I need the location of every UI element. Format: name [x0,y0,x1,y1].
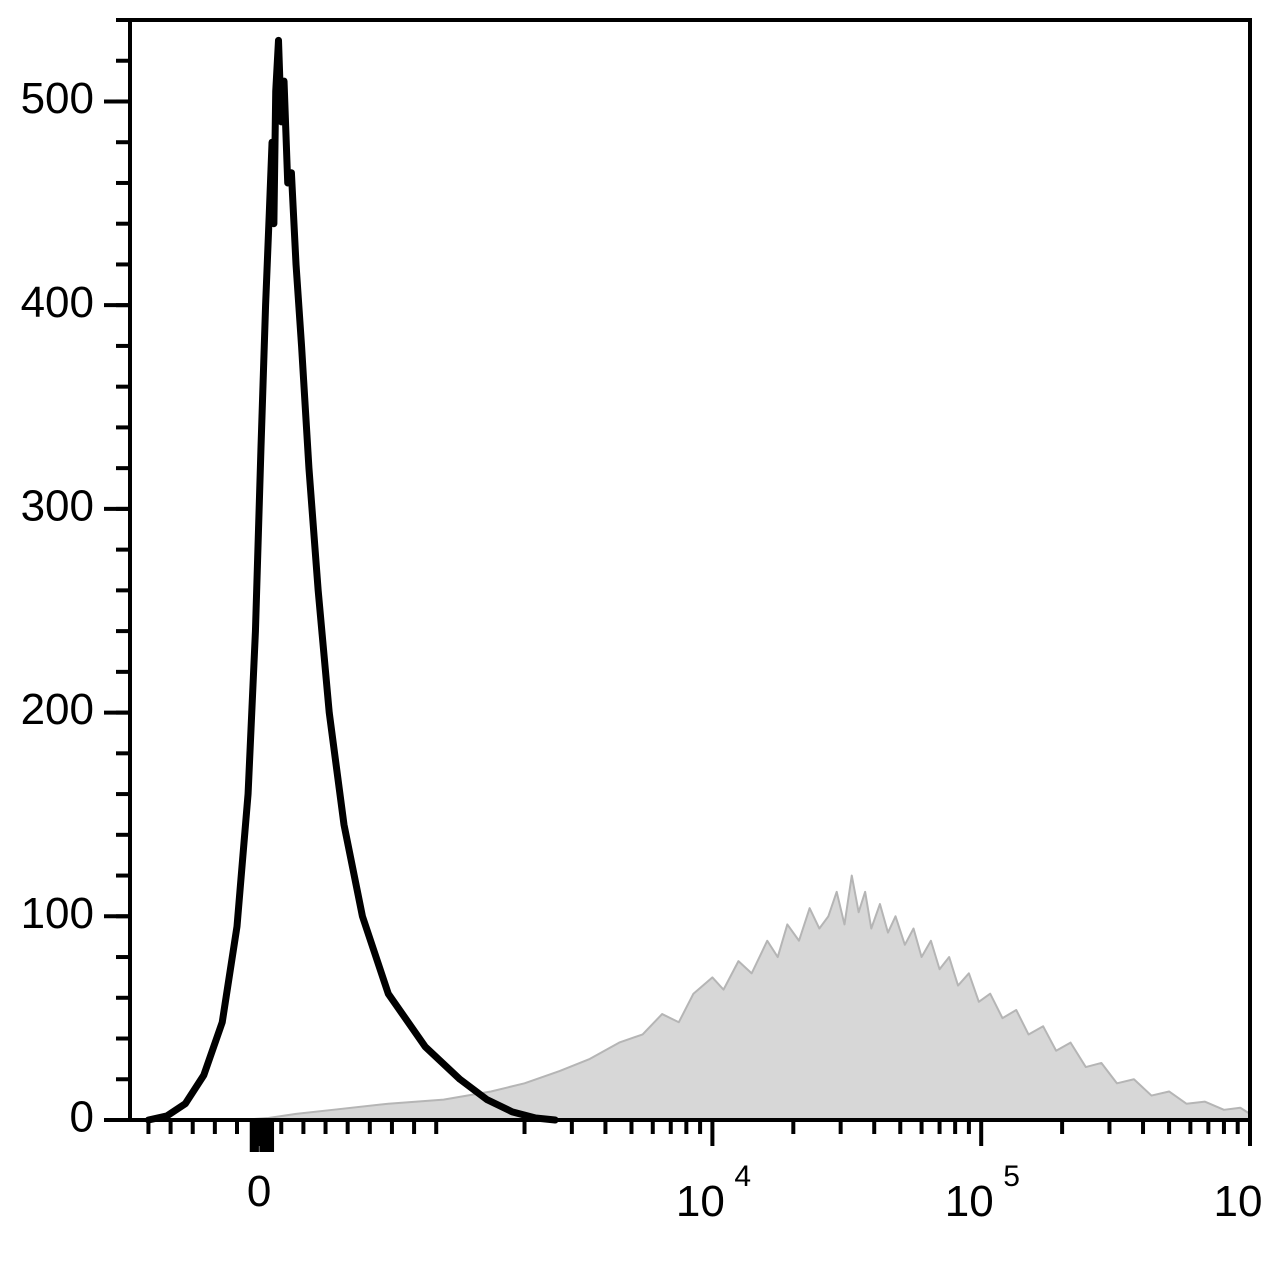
x-tick-label-exp: 4 [734,1160,751,1193]
x-tick-label-base: 10 [676,1177,725,1226]
x-tick-label-exp: 5 [1003,1160,1020,1193]
y-tick-label: 100 [21,889,94,938]
x-tick-label-0: 0 [247,1167,271,1216]
x-tick-label-base: 10 [945,1177,994,1226]
y-tick-label: 0 [70,1093,94,1142]
chart-svg: 01002003004005000104105106 [0,0,1265,1280]
y-tick-label: 400 [21,278,94,327]
flow-cytometry-histogram: 01002003004005000104105106 [0,0,1265,1280]
x-tick-label-base: 10 [1214,1177,1263,1226]
y-tick-label: 200 [21,685,94,734]
y-tick-label: 500 [21,74,94,123]
y-tick-label: 300 [21,482,94,531]
